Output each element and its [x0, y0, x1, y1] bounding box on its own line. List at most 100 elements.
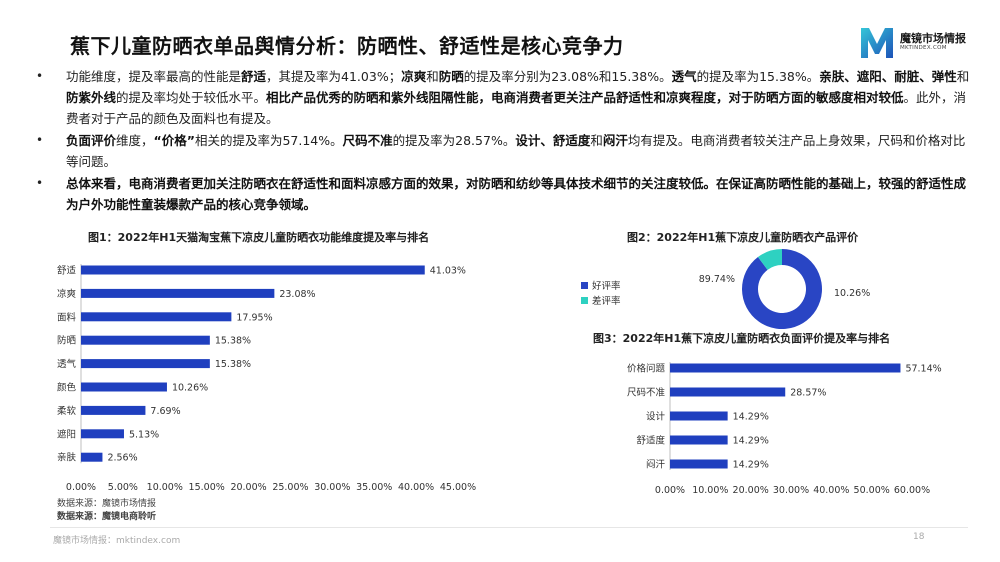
data-source-2: 数据来源：魔镜电商聆听 — [57, 512, 157, 522]
fig2-legend-label: 好评率 — [592, 280, 621, 292]
fig1-value-label: 23.08% — [279, 289, 315, 300]
page-title: 蕉下儿童防晒衣单品舆情分析：防晒性、舒适性是核心竞争力 — [70, 34, 624, 58]
bullet-text: 和 — [590, 133, 603, 148]
fig1-bar — [81, 405, 146, 415]
bullet-text: 尺码不准 — [342, 133, 393, 148]
fig1-category-label: 遮阳 — [57, 428, 76, 440]
bullet-text: 。此外，消费者对于产品的颜色及面料也有提及。 — [66, 90, 967, 126]
fig1-bar — [81, 288, 275, 298]
fig1-x-tick-label: 35.00% — [356, 482, 392, 493]
fig3-x-tick-label: 20.00% — [733, 485, 769, 496]
fig1-category-label: 舒适 — [57, 265, 77, 277]
fig1-category-label: 防晒 — [57, 335, 76, 347]
fig3-category-label: 尺码不准 — [627, 388, 666, 399]
bullet-dot-icon: • — [36, 176, 44, 190]
fig3-value-label: 14.29% — [733, 460, 769, 471]
footer-text: 魔镜市场情报：mktindex.com — [53, 536, 181, 546]
bullet-text: 的提及率为15.38%。 — [696, 69, 820, 84]
bullet-text: 防紫外线 — [66, 90, 117, 105]
fig1-category-label: 凉爽 — [57, 288, 77, 300]
bullet-text: 和 — [956, 69, 970, 84]
fig1-bar — [81, 452, 103, 462]
fig2-slice — [757, 249, 782, 270]
bullet-text: 设计、舒适度 — [515, 133, 591, 148]
fig1-value-label: 5.13% — [129, 429, 159, 440]
fig1-bar — [81, 265, 425, 275]
fig3-bar — [670, 387, 786, 397]
fig1-bar — [81, 335, 210, 345]
fig1-x-tick-label: 5.00% — [108, 482, 138, 493]
bullet-text: 和 — [426, 69, 439, 84]
bullet-text: 的提及率分别为23.08%和15.38%。 — [463, 69, 672, 84]
fig3-title: 图3：2022年H1蕉下凉皮儿童防晒衣负面评价提及率与排名 — [593, 332, 891, 345]
fig1-x-tick-label: 45.00% — [440, 482, 476, 493]
fig3-value-label: 57.14% — [905, 364, 941, 375]
fig3-bar — [670, 459, 728, 469]
fig2-value-label: 89.74% — [699, 274, 735, 285]
fig3-bar — [670, 363, 901, 373]
logo-url: MKTINDEX.COM — [900, 45, 947, 51]
fig1-x-tick-label: 15.00% — [189, 482, 225, 493]
fig2-title: 图2：2022年H1蕉下凉皮儿童防晒衣产品评价 — [627, 231, 859, 244]
fig1-category-label: 颜色 — [57, 382, 77, 394]
bullet-text: 相关的提及率为57.14%。 — [194, 133, 343, 148]
logo-name: 魔镜市场情报 — [900, 32, 966, 45]
fig3-value-label: 14.29% — [733, 436, 769, 447]
fig2-legend-label: 差评率 — [592, 295, 621, 307]
bullet-text: 透气 — [671, 69, 697, 84]
fig3-x-tick-label: 50.00% — [854, 485, 890, 496]
fig1-category-label: 透气 — [57, 358, 77, 370]
bullet-text: 亲肤、遮阳、耐脏、弹性 — [819, 69, 957, 84]
fig2-value-label: 10.26% — [834, 288, 870, 299]
data-source-1: 数据来源：魔镜市场情报 — [57, 499, 157, 509]
fig1-x-tick-label: 25.00% — [272, 482, 308, 493]
bullet-text: 均有提及。电商消费者较关注产品上身效果，尺码和价格对比等问题。 — [66, 133, 966, 169]
bullet-text: 闷汗 — [602, 133, 628, 148]
fig1-bar — [81, 312, 232, 322]
fig3-x-tick-label: 30.00% — [773, 485, 809, 496]
fig3-value-label: 14.29% — [733, 412, 769, 423]
bullet-text: 防晒 — [438, 69, 464, 84]
bullet-dot-icon: • — [36, 69, 44, 83]
fig1-value-label: 15.38% — [215, 336, 251, 347]
bullet-text: 的提及率均处于较低水平。 — [116, 90, 267, 105]
bullet-dot-icon: • — [36, 133, 44, 147]
fig1-value-label: 41.03% — [430, 266, 466, 277]
fig1-x-tick-label: 30.00% — [314, 482, 350, 493]
fig1-category-label: 柔软 — [57, 405, 77, 417]
fig2-slice — [742, 249, 822, 329]
bullet-list: • 功能维度，提及率最高的性能是舒适，其提及率为41.03%；凉爽和防晒的提及率分… — [30, 66, 975, 216]
bullet-text: 功能维度，提及率最高的性能是 — [66, 69, 242, 84]
fig3-bar — [670, 411, 728, 421]
bullet-text: 维度， — [116, 133, 154, 148]
fig3-category-label: 价格问题 — [627, 363, 666, 375]
bullet-item: • 负面评价维度，“价格”相关的提及率为57.14%。尺码不准的提及率为28.57… — [30, 130, 975, 172]
logo-mark-icon — [861, 28, 893, 58]
fig3-category-label: 舒适度 — [636, 435, 665, 447]
fig1-x-tick-label: 10.00% — [147, 482, 183, 493]
bullet-item: • 总体来看，电商消费者更加关注防晒衣在舒适性和面料凉感方面的效果，对防晒和纺纱等… — [30, 173, 975, 215]
fig1-value-label: 17.95% — [236, 312, 272, 323]
bullet-text: 的提及率为28.57%。 — [392, 133, 516, 148]
fig1-x-tick-label: 0.00% — [66, 482, 96, 493]
bullet-item: • 功能维度，提及率最高的性能是舒适，其提及率为41.03%；凉爽和防晒的提及率分… — [30, 66, 975, 129]
fig1-value-label: 7.69% — [150, 406, 180, 417]
fig1-bar — [81, 359, 210, 369]
bullet-text: 舒适 — [241, 69, 267, 84]
fig3-value-label: 28.57% — [790, 388, 826, 399]
bullet-text: 凉爽 — [401, 69, 427, 84]
bullet-text: 负面评价 — [66, 133, 117, 148]
fig1-value-label: 10.26% — [172, 383, 208, 394]
fig2-legend-swatch — [581, 282, 588, 289]
fig1-x-tick-label: 20.00% — [230, 482, 266, 493]
fig3-x-tick-label: 40.00% — [813, 485, 849, 496]
fig2-legend-swatch — [581, 297, 588, 304]
bullet-text: “价格” — [153, 133, 195, 148]
footer-divider — [50, 527, 968, 528]
fig3-x-tick-label: 60.00% — [894, 485, 930, 496]
fig1-x-tick-label: 40.00% — [398, 482, 434, 493]
fig1-value-label: 2.56% — [107, 453, 137, 464]
fig1-category-label: 面料 — [57, 311, 77, 323]
fig1-bar — [81, 382, 167, 392]
